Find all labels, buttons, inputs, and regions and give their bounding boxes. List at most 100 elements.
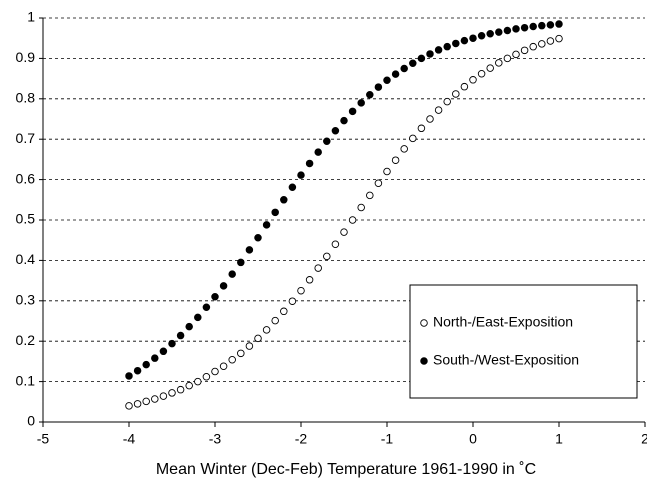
- point: [426, 50, 434, 58]
- point: [133, 366, 142, 375]
- point: [366, 191, 374, 200]
- x-tick-label: -3: [209, 431, 222, 447]
- point: [391, 70, 400, 78]
- point: [194, 313, 202, 322]
- point: [426, 115, 434, 123]
- point: [417, 54, 426, 63]
- point: [211, 367, 219, 376]
- point: [305, 159, 314, 168]
- point: [409, 59, 417, 67]
- x-tick-label: -5: [37, 431, 50, 447]
- y-tick-label: 0.7: [16, 130, 36, 146]
- y-tick-label: 0.5: [16, 211, 36, 227]
- point: [417, 124, 426, 133]
- point: [538, 40, 546, 48]
- legend-label: South-/West-Exposition: [433, 352, 579, 368]
- legend-marker: [420, 319, 428, 327]
- point: [219, 362, 228, 370]
- point: [185, 322, 193, 331]
- point: [366, 91, 374, 99]
- point: [254, 234, 262, 242]
- point: [400, 145, 408, 153]
- point: [520, 23, 529, 32]
- y-tick-label: 0.6: [16, 170, 36, 186]
- point: [357, 203, 365, 212]
- point: [348, 216, 357, 224]
- point: [434, 46, 443, 54]
- point: [314, 148, 322, 156]
- x-axis-title: Mean Winter (Dec-Feb) Temperature 1961-1…: [156, 461, 536, 478]
- point: [477, 70, 486, 78]
- point: [460, 82, 469, 91]
- point: [469, 34, 477, 42]
- point: [340, 228, 348, 236]
- point: [520, 46, 529, 55]
- point: [159, 392, 168, 400]
- point: [168, 389, 176, 397]
- x-tick-label: -1: [381, 431, 394, 447]
- point: [512, 50, 520, 59]
- point: [391, 156, 400, 164]
- point: [202, 303, 211, 312]
- point: [529, 22, 537, 31]
- point: [538, 21, 546, 30]
- point: [228, 270, 236, 278]
- point: [168, 339, 176, 348]
- y-tick-label: 0.9: [16, 49, 36, 65]
- point: [159, 347, 168, 356]
- point: [176, 331, 185, 340]
- point: [383, 76, 391, 84]
- point: [219, 282, 228, 290]
- point: [434, 106, 443, 114]
- point: [503, 54, 512, 63]
- point: [280, 307, 288, 316]
- point: [297, 171, 305, 179]
- point: [228, 356, 236, 364]
- point: [262, 221, 271, 229]
- point: [133, 400, 142, 408]
- point: [452, 90, 460, 98]
- point: [486, 30, 494, 38]
- point: [288, 183, 297, 192]
- point: [262, 326, 271, 334]
- point: [529, 42, 537, 51]
- legend-marker: [420, 357, 428, 365]
- x-tick-label: 0: [469, 431, 477, 447]
- point: [323, 252, 331, 261]
- point: [245, 342, 254, 350]
- point: [314, 264, 322, 272]
- point: [460, 36, 469, 45]
- point: [340, 116, 348, 125]
- point: [142, 360, 150, 369]
- y-tick-label: 0: [27, 413, 35, 429]
- point: [125, 402, 133, 410]
- point: [546, 21, 555, 29]
- point: [297, 286, 305, 295]
- y-tick-label: 0.8: [16, 90, 36, 106]
- point: [555, 20, 563, 28]
- point: [288, 297, 297, 305]
- point: [211, 293, 219, 301]
- point: [469, 76, 477, 84]
- point: [503, 26, 512, 35]
- x-tick-label: 2: [641, 431, 647, 447]
- point: [348, 107, 357, 116]
- point: [374, 83, 383, 91]
- point: [409, 134, 417, 143]
- point: [237, 349, 245, 358]
- point: [443, 97, 451, 106]
- y-tick-label: 0.1: [16, 372, 36, 388]
- y-tick-label: 1: [27, 9, 35, 25]
- point: [305, 276, 314, 284]
- point: [280, 196, 288, 204]
- point: [185, 381, 193, 390]
- point: [151, 395, 159, 403]
- point: [331, 126, 340, 135]
- point: [202, 373, 211, 381]
- point: [357, 99, 365, 107]
- point: [452, 39, 460, 48]
- point: [383, 167, 391, 176]
- point: [323, 137, 331, 145]
- point: [331, 240, 340, 248]
